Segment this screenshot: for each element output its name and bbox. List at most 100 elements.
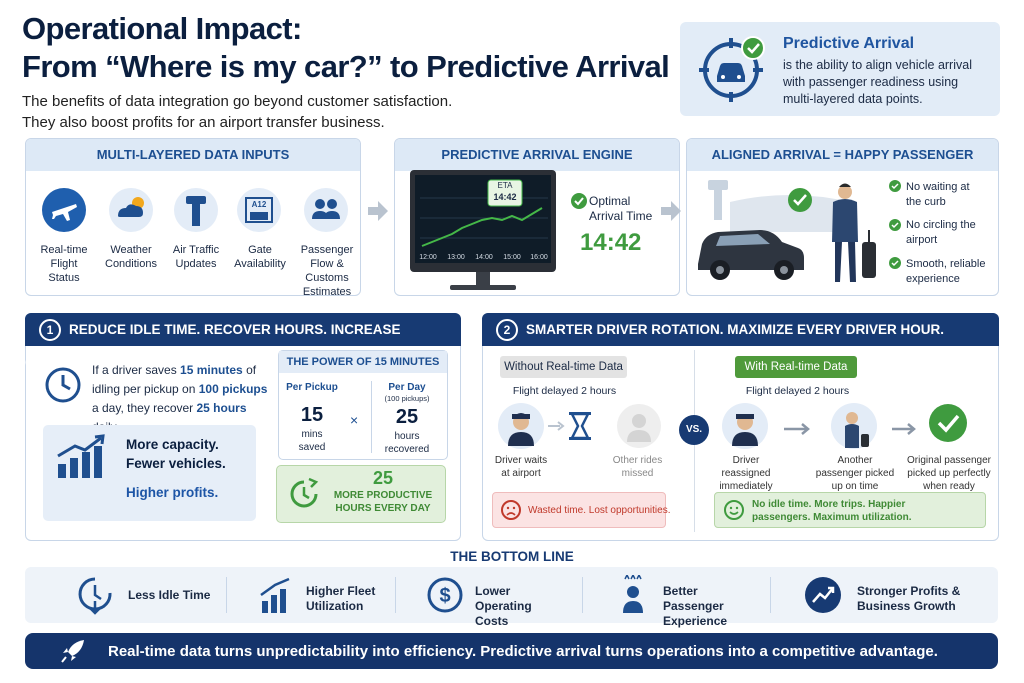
sad-icon — [501, 500, 521, 520]
subtitle-line: They also boost profits for an airport t… — [22, 114, 385, 131]
bottom-line-item: Less Idle Time — [128, 588, 211, 602]
bottom-line-item: Higher Fleet Utilization — [306, 584, 376, 613]
versus: VS. — [679, 415, 709, 445]
icon-part — [891, 183, 899, 190]
text-part: If a driver saves — [92, 363, 181, 377]
text-part: 100 pickups — [198, 382, 268, 396]
divider — [582, 577, 583, 613]
icon-part — [61, 375, 71, 391]
without-label: Without Real-time Data — [500, 356, 627, 378]
icon-part — [907, 423, 916, 435]
benefit: More capacity. — [126, 437, 219, 452]
section-title: REDUCE IDLE TIME. RECOVER HOURS. INCREAS… — [25, 322, 401, 370]
banner-text: Real-time data turns unpredictability in… — [108, 643, 938, 660]
icon-part — [741, 36, 765, 60]
icon-part — [280, 589, 286, 613]
icon-part — [736, 414, 754, 419]
icon-part — [627, 586, 639, 598]
icon-part — [304, 188, 348, 232]
icon-part — [838, 185, 852, 199]
icon-part — [716, 234, 770, 246]
icon-part — [729, 511, 739, 515]
icon-part — [812, 587, 834, 603]
icon-part — [421, 207, 543, 247]
icon-part — [327, 199, 337, 209]
icon-part — [315, 199, 325, 209]
with-flow — [722, 403, 967, 449]
icon-part — [501, 500, 521, 520]
icon-part — [714, 188, 722, 220]
section-header: 1 REDUCE IDLE TIME. RECOVER HOURS. INCREA… — [25, 313, 461, 370]
icon-part — [312, 211, 340, 219]
text-part: 15 minutes — [180, 363, 243, 377]
icon-part — [862, 242, 876, 278]
time-axis-label: 12:00 — [419, 254, 437, 261]
bottom-line-item: Lower Operating Costs — [475, 584, 532, 628]
gate-sign: A12 — [252, 200, 267, 209]
icon-part — [271, 595, 277, 613]
input-icons: A12 — [42, 188, 348, 232]
input-label: Air Traffic Updates — [172, 244, 220, 270]
power-box: THE POWER OF 15 MINUTES — [278, 350, 448, 460]
icon-part — [557, 421, 565, 431]
icon-part — [118, 204, 143, 217]
event: Flight delayed 2 hours — [745, 385, 850, 397]
section-number: 1 — [39, 319, 61, 342]
icon-part — [891, 222, 899, 229]
section-number: 2 — [496, 319, 518, 342]
icon-part — [237, 188, 281, 232]
benefit: Higher profits. — [126, 485, 219, 500]
time-axis-label: 16:00 — [530, 254, 548, 261]
time-axis-label: 15:00 — [503, 254, 521, 261]
icon-part — [250, 212, 268, 220]
icon-part — [717, 63, 745, 82]
icon-part — [716, 266, 724, 274]
growth-icon — [57, 434, 105, 478]
icon-part — [260, 577, 290, 597]
bottom-line-item: Stronger Profits & Business Growth — [857, 584, 961, 613]
icon-part — [569, 437, 591, 440]
power-title: THE POWER OF 15 MINUTES — [279, 351, 447, 373]
icon-part — [574, 197, 584, 206]
with-result-box — [714, 492, 986, 528]
step-label: Driver reassigned immediately — [719, 455, 773, 492]
icon-part — [89, 601, 101, 615]
flow-arrow — [368, 201, 388, 221]
step-label: Another passenger picked up on time — [815, 455, 895, 492]
flow-arrow — [661, 201, 681, 221]
smile-icon — [724, 500, 744, 520]
target-icon — [699, 36, 765, 102]
subtitle-line: The benefits of data integration go beyo… — [22, 93, 453, 110]
icon-part — [487, 179, 523, 207]
check-icon — [571, 193, 587, 209]
per-heading: Per Day — [388, 382, 426, 393]
per-heading: Per Pickup — [286, 382, 338, 393]
icon-part — [721, 75, 725, 79]
icon-part — [192, 204, 200, 226]
icon-part — [93, 585, 102, 601]
definition-text: is the ability to align vehicle arrival … — [783, 58, 972, 106]
icon-part — [52, 204, 77, 221]
icon-part — [839, 183, 851, 187]
icon-part: $ — [439, 585, 450, 607]
icon-part — [506, 512, 516, 516]
icon-part — [61, 656, 67, 663]
aligned-point: No circling the airport — [906, 219, 976, 246]
text-part: 25 hours — [196, 401, 247, 415]
icon-part — [780, 266, 788, 274]
monitor: ETA 14:42 12:00 13:00 14:00 15:00 16:00 — [410, 170, 556, 290]
icon-part — [661, 201, 681, 221]
input-label: Passenger Flow & Customs Estimates — [300, 244, 354, 298]
divider — [770, 577, 771, 613]
icon-part — [937, 414, 960, 433]
icon-part — [45, 367, 81, 403]
per-value: 15 — [300, 404, 324, 426]
icon-part — [828, 586, 835, 593]
icon-part — [623, 601, 643, 613]
icon-part — [57, 436, 102, 458]
title-line: From “Where is my car?” to Predictive Ar… — [22, 49, 670, 84]
benefit: Fewer vehicles. — [126, 456, 226, 471]
per-value: 25 — [395, 406, 419, 428]
step-label: Driver waits at airport — [494, 455, 548, 479]
icon-part — [512, 506, 516, 510]
